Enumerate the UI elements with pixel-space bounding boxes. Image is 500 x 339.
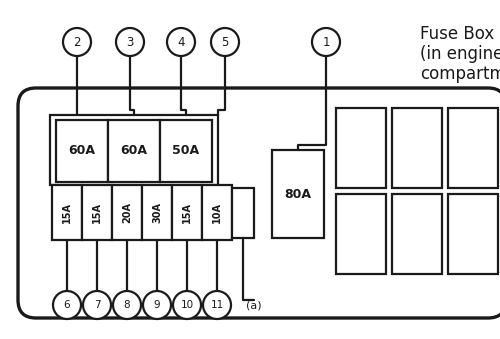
Text: Fuse Box: Fuse Box — [420, 25, 494, 43]
Bar — [50, 115, 218, 185]
Text: 2: 2 — [73, 36, 81, 48]
Circle shape — [53, 291, 81, 319]
Circle shape — [83, 291, 111, 319]
Text: 11: 11 — [210, 300, 224, 310]
Circle shape — [173, 291, 201, 319]
Text: (a): (a) — [246, 300, 262, 310]
Circle shape — [113, 291, 141, 319]
Text: 6: 6 — [64, 300, 70, 310]
Text: 15A: 15A — [62, 202, 72, 223]
FancyBboxPatch shape — [18, 88, 500, 318]
Text: 15A: 15A — [92, 202, 102, 223]
Text: 20A: 20A — [122, 202, 132, 223]
Text: 30A: 30A — [152, 202, 162, 223]
Bar — [448, 108, 498, 188]
Bar — [202, 185, 232, 240]
Text: 50A: 50A — [172, 144, 200, 158]
Bar — [172, 185, 202, 240]
Text: compartment): compartment) — [420, 65, 500, 83]
Circle shape — [143, 291, 171, 319]
Text: 1: 1 — [322, 36, 330, 48]
Bar — [392, 108, 442, 188]
Text: 4: 4 — [177, 36, 185, 48]
Circle shape — [167, 28, 195, 56]
Circle shape — [211, 28, 239, 56]
Text: 10A: 10A — [212, 202, 222, 223]
Bar — [392, 194, 442, 274]
Text: 10: 10 — [180, 300, 194, 310]
Bar — [82, 185, 112, 240]
Circle shape — [203, 291, 231, 319]
Circle shape — [116, 28, 144, 56]
Text: 5: 5 — [222, 36, 228, 48]
Text: 7: 7 — [94, 300, 100, 310]
Bar — [232, 188, 254, 238]
Text: 60A: 60A — [120, 144, 148, 158]
Text: 60A: 60A — [68, 144, 96, 158]
Circle shape — [63, 28, 91, 56]
Text: 8: 8 — [124, 300, 130, 310]
Bar — [448, 194, 498, 274]
Bar — [160, 120, 212, 182]
Text: (in engine: (in engine — [420, 45, 500, 63]
Circle shape — [312, 28, 340, 56]
Bar — [108, 120, 160, 182]
Text: 15A: 15A — [182, 202, 192, 223]
Bar — [142, 185, 172, 240]
Bar — [336, 194, 386, 274]
Text: 3: 3 — [126, 36, 134, 48]
Bar — [336, 108, 386, 188]
Text: 80A: 80A — [284, 187, 312, 200]
Bar — [52, 185, 82, 240]
Bar — [112, 185, 142, 240]
Text: 9: 9 — [154, 300, 160, 310]
Bar — [56, 120, 108, 182]
Bar — [272, 150, 324, 238]
